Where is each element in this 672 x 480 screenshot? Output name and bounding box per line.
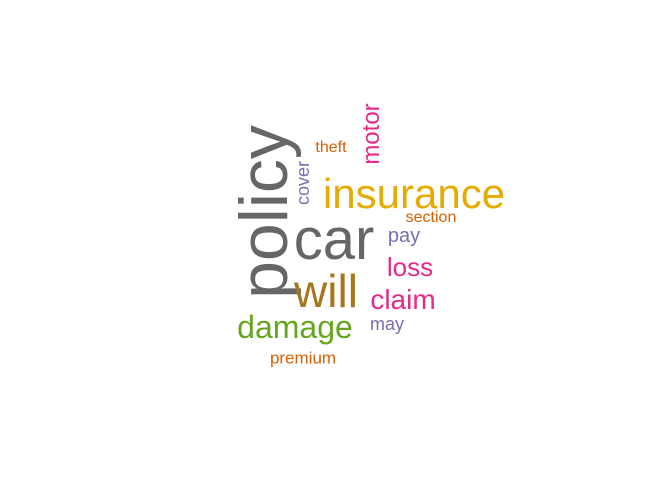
word-claim: claim xyxy=(370,284,436,315)
word-cover: cover xyxy=(293,160,313,206)
word-pay: pay xyxy=(387,225,421,247)
word-policy: policy xyxy=(226,125,302,299)
word-motor: motor xyxy=(358,103,385,165)
word-damage: damage xyxy=(237,309,353,345)
word-insurance: insurance xyxy=(322,170,506,217)
word-will: will xyxy=(294,265,358,317)
word-premium: premium xyxy=(269,348,337,368)
word-theft: theft xyxy=(315,139,347,156)
word-car: car xyxy=(293,207,375,272)
word-loss: loss xyxy=(386,252,434,282)
word-may: may xyxy=(369,314,405,334)
word-section: section xyxy=(405,209,457,226)
